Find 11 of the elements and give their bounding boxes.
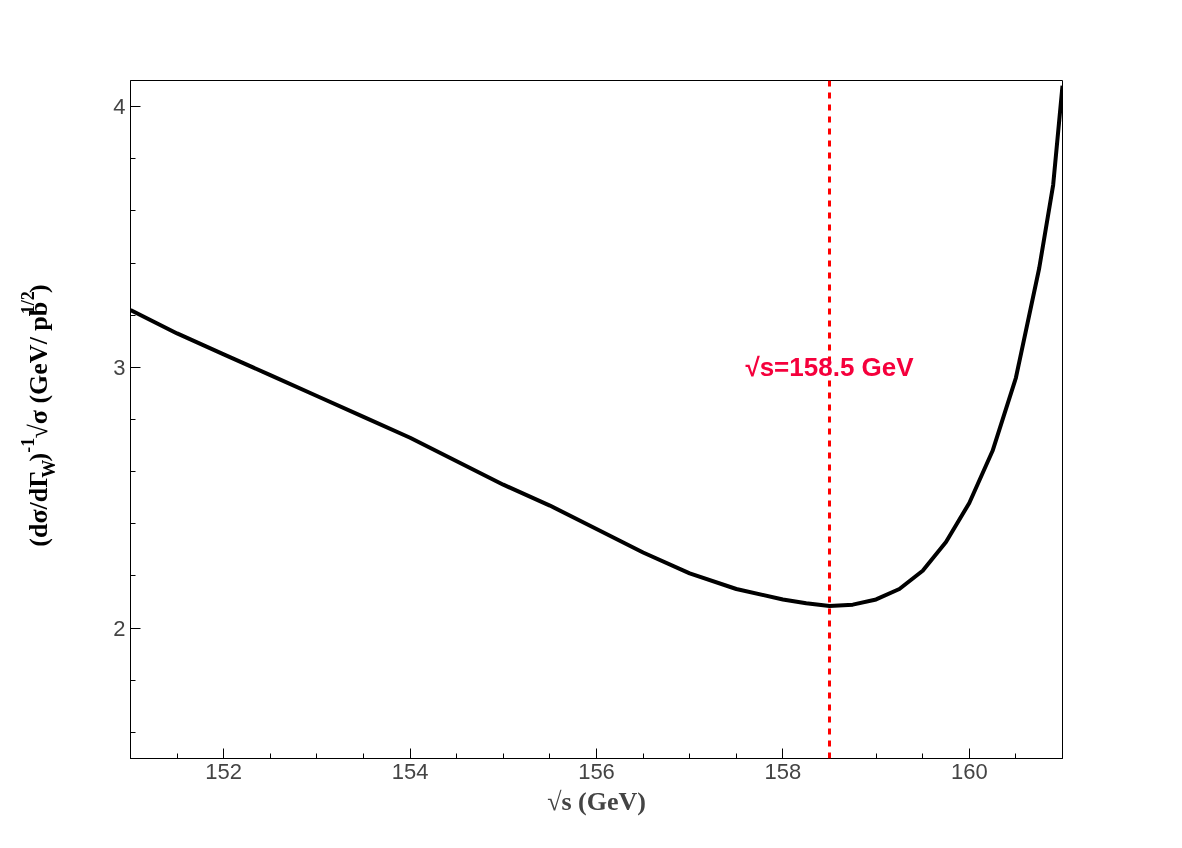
x-axis-title: √s (GeV) — [547, 786, 646, 816]
y-tick-label: 3 — [113, 354, 126, 380]
annotation: √s=158.5 GeV — [745, 352, 915, 383]
y-tick-label: 4 — [113, 94, 126, 120]
y-axis-title: (dσ/dΓW)-1√σ (GeV/ pb1/2) — [17, 284, 59, 547]
x-tick-label: 152 — [205, 758, 243, 784]
x-tick-label: 158 — [764, 758, 802, 784]
x-tick-label: 160 — [950, 758, 988, 784]
x-tick-label: 156 — [578, 758, 615, 784]
x-tick-label: 154 — [391, 758, 429, 784]
y-tick-label: 2 — [113, 615, 126, 641]
